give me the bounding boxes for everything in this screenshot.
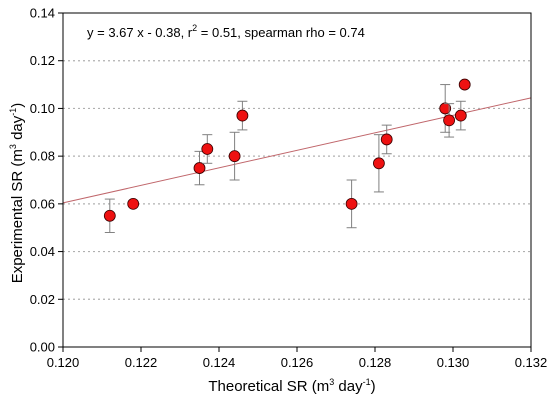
data-point	[193, 162, 206, 174]
y-tick-label: 0.06	[30, 196, 55, 211]
data-point	[458, 78, 471, 91]
y-tick-label: 0.12	[30, 53, 55, 68]
y-axis-title-part: Experimental SR (m	[9, 149, 26, 283]
data-point	[454, 109, 467, 122]
x-tick-label: 0.132	[515, 355, 548, 370]
x-tick-label: 0.122	[125, 355, 158, 370]
y-tick-label: 0.10	[30, 101, 55, 116]
x-axis-title-part: Theoretical SR (m	[208, 378, 329, 395]
x-axis-title-part: day	[334, 378, 363, 395]
y-tick-label: 0.14	[30, 6, 55, 21]
annotation-text: y = 3.67 x - 0.38, r	[87, 25, 193, 40]
regression-annotation: y = 3.67 x - 0.38, r2 = 0.51, spearman r…	[87, 23, 365, 40]
axis-ticks: 0.120 0.122 0.124 0.126 0.128 0.130 0.1320.000…	[30, 6, 548, 371]
y-tick-label: 0.00	[30, 340, 55, 355]
plot-frame	[62, 12, 532, 348]
x-tick-label: 0.120	[47, 355, 80, 370]
data-point	[443, 114, 456, 127]
x-axis-title: Theoretical SR (m3 day-1)	[208, 377, 375, 395]
x-tick-label: 0.124	[203, 355, 236, 370]
data-point	[345, 197, 358, 210]
data-point	[236, 109, 249, 122]
y-axis-title-sup: 3	[8, 144, 18, 149]
x-axis-title-sup: 3	[329, 377, 334, 387]
data-points	[103, 78, 471, 233]
y-tick-label: 0.04	[30, 244, 55, 259]
gridlines	[63, 60, 531, 300]
y-axis-title-part: day	[9, 115, 26, 144]
regression-line	[62, 97, 532, 204]
y-axis-title-part: )	[9, 103, 26, 108]
data-point	[201, 143, 214, 155]
y-axis-title-sup: -1	[8, 108, 18, 116]
x-tick-label: 0.130	[437, 355, 470, 370]
x-tick-label: 0.126	[281, 355, 314, 370]
data-point	[380, 133, 393, 146]
x-tick-label: 0.128	[359, 355, 392, 370]
data-point	[439, 102, 452, 115]
x-axis-title-sup: -1	[363, 377, 371, 387]
x-axis-title-part: )	[371, 378, 376, 395]
data-point	[228, 150, 241, 163]
y-axis-title: Experimental SR (m3 day-1)	[8, 103, 26, 284]
annotation-superscript: 2	[192, 23, 197, 33]
annotation-text-rest: = 0.51, spearman rho = 0.74	[197, 25, 365, 40]
data-point	[127, 197, 140, 210]
data-point	[372, 157, 385, 170]
y-tick-label: 0.08	[30, 149, 55, 164]
data-point	[103, 209, 116, 222]
y-tick-label: 0.02	[30, 292, 55, 307]
